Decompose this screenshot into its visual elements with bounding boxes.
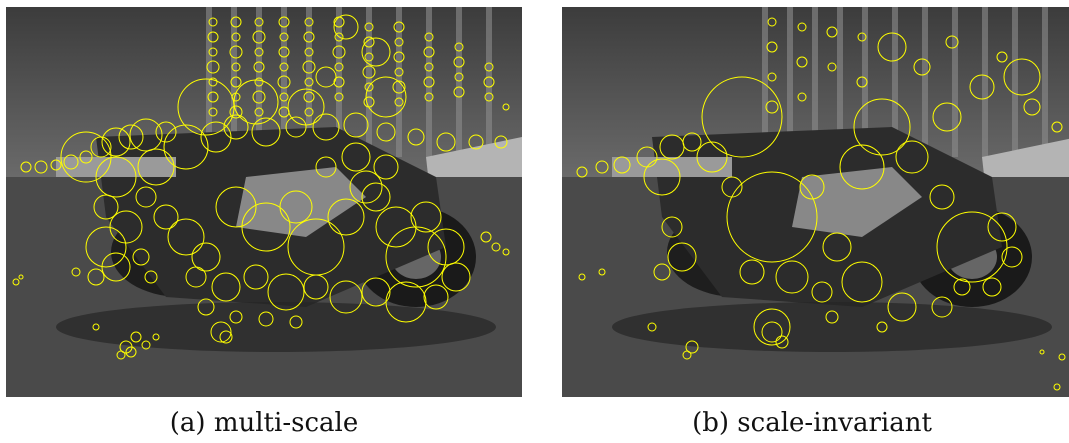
feature-markers — [12, 14, 510, 360]
feature-markers — [576, 17, 1066, 391]
caption-multi-scale: (a) multi-scale — [169, 408, 359, 438]
motorcycle-photo-a — [6, 7, 522, 397]
caption-scale-invariant: (b) scale-invariant — [692, 408, 932, 438]
wall-stripes — [762, 7, 1048, 157]
motorcycle-photo-b — [562, 7, 1069, 397]
motorcycle-shape — [612, 127, 1032, 307]
photo-panel-scale-invariant — [562, 7, 1069, 397]
photo-panel-multi-scale — [6, 7, 522, 397]
